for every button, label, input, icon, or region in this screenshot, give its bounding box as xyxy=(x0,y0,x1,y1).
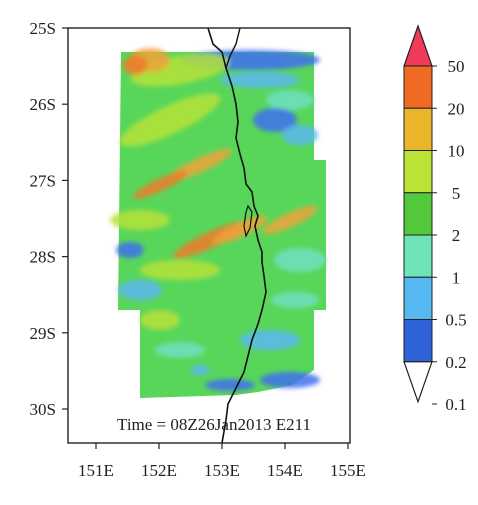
lon-tick-label: 153E xyxy=(204,461,240,480)
intensity-blob xyxy=(118,280,162,300)
intensity-blob xyxy=(110,210,170,230)
colorbar-segment xyxy=(403,192,433,236)
lat-tick-label: 26S xyxy=(30,95,56,114)
colorbar-label: 50 xyxy=(448,57,465,76)
lat-tick-label: 28S xyxy=(30,248,56,267)
intensity-blob xyxy=(140,260,220,280)
intensity-blob xyxy=(132,171,188,199)
colorbar-label: 0.5 xyxy=(445,311,466,330)
colorbar-label: 5 xyxy=(452,184,461,203)
intensity-blob xyxy=(116,242,144,258)
lon-tick-label: 152E xyxy=(141,461,177,480)
intensity-blob xyxy=(220,72,300,88)
intensity-blob xyxy=(271,292,319,308)
colorbar-label: 2 xyxy=(452,226,461,245)
precipitation-field xyxy=(110,48,326,398)
colorbar-top-arrow xyxy=(403,24,433,67)
intensity-blob xyxy=(240,330,300,350)
intensity-blob xyxy=(140,310,180,330)
colorbar-label: 0.1 xyxy=(445,395,466,414)
coastline-north-branch xyxy=(225,27,241,69)
intensity-blob xyxy=(155,342,205,358)
intensity-blob xyxy=(282,125,318,145)
intensity-blob xyxy=(274,248,326,272)
colorbar: 50 20 10 5 2 1 0.5 0.2 0.1 xyxy=(403,24,467,414)
colorbar-segment xyxy=(403,65,433,109)
colorbar-segment xyxy=(403,276,433,320)
colorbar-label: 0.2 xyxy=(445,353,466,372)
lat-tick-label: 27S xyxy=(30,171,56,190)
intensity-blob xyxy=(119,93,221,147)
intensity-blob xyxy=(190,365,210,375)
lat-tick-label: 30S xyxy=(30,400,56,419)
intensity-blob xyxy=(123,55,147,75)
island-outline xyxy=(243,204,253,238)
colorbar-segment xyxy=(403,107,433,151)
colorbar-label: 10 xyxy=(448,142,465,161)
colorbar-label: 1 xyxy=(452,268,461,287)
time-label: Time = 08Z26Jan2013 E211 xyxy=(117,415,311,434)
intensity-blobs xyxy=(110,48,326,391)
lat-tick-label: 29S xyxy=(30,324,56,343)
colorbar-segment xyxy=(403,234,433,278)
longitude-axis: 151E 152E 153E 154E 155E xyxy=(78,443,366,480)
intensity-blob xyxy=(260,372,320,388)
intensity-blob xyxy=(262,205,318,235)
colorbar-label: 20 xyxy=(448,99,465,118)
lon-tick-label: 154E xyxy=(267,461,303,480)
lon-tick-label: 155E xyxy=(330,461,366,480)
map-frame xyxy=(67,27,351,444)
lat-tick-label: 25S xyxy=(30,19,56,38)
coastline xyxy=(207,27,267,444)
intensity-blob xyxy=(212,215,268,245)
latitude-axis: 25S 26S 27S 28S 29S 30S xyxy=(30,19,68,419)
colorbar-segment xyxy=(403,150,433,194)
colorbar-segment xyxy=(403,319,433,363)
intensity-blob xyxy=(266,90,314,110)
intensity-blob xyxy=(253,108,297,132)
lon-tick-label: 151E xyxy=(78,461,114,480)
colorbar-bottom-arrow xyxy=(403,361,433,404)
intensity-blob xyxy=(205,379,255,391)
